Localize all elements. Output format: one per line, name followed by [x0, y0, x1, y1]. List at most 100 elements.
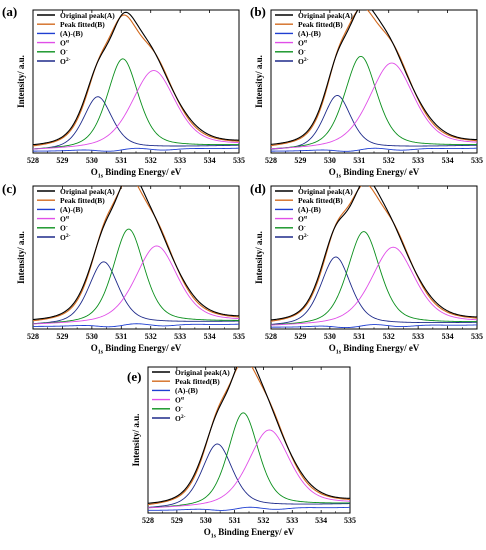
series-line-O-2minus: [33, 261, 239, 325]
y-axis-title: Intensity/ a.u.: [254, 231, 264, 284]
x-tick-label: 535: [233, 332, 245, 341]
legend-entry: O-: [298, 48, 306, 57]
x-tick-label: 533: [412, 332, 424, 341]
legend-entry: Oα: [298, 214, 308, 223]
x-tick-label: 531: [115, 332, 127, 341]
y-axis-title: Intensity/ a.u.: [254, 55, 264, 108]
legend-entry: Peak fitted(B): [298, 20, 343, 29]
y-axis-title: Intensity/ a.u.: [16, 231, 26, 284]
y-axis-title: Intensity/ a.u.: [131, 414, 141, 467]
x-tick-label: 530: [324, 332, 336, 341]
x-axis-title: O1s Binding Energy/ eV: [91, 167, 182, 180]
series-line-residual: [33, 147, 239, 152]
series-line-O-2minus: [33, 96, 239, 150]
x-axis-title: O1s Binding Energy/ eV: [329, 343, 420, 356]
x-tick-label: 531: [353, 332, 365, 341]
chart-panel-c: (c) 528 529 530 531 532 533 534 535 O1s Binding E…: [2, 181, 245, 356]
chart-panel-d: (d) 528 529 530 531 532 533 534 535 O1s Binding E…: [250, 181, 483, 356]
x-tick-label: 528: [265, 156, 277, 165]
series-line-sum: [148, 367, 350, 506]
x-tick-label: 534: [442, 332, 454, 341]
series-line-original: [271, 186, 477, 321]
series-line-O-alpha: [33, 245, 239, 325]
x-tick-label: 530: [86, 156, 98, 165]
series-line-O-minus: [33, 58, 239, 150]
x-tick-label: 535: [233, 156, 245, 165]
legend-entry: Oα: [60, 38, 70, 47]
series-line-O-alpha: [271, 246, 477, 326]
series-line-O-minus: [148, 412, 350, 509]
legend-entry: O2-: [175, 414, 186, 423]
series-line-O-alpha: [33, 70, 239, 150]
legend-entry: O2-: [298, 233, 309, 242]
x-tick-label: 533: [174, 156, 186, 165]
legend-entry: O2-: [298, 57, 309, 66]
series-line-residual: [33, 323, 239, 328]
x-tick-label: 535: [471, 332, 483, 341]
series-line-residual: [148, 506, 350, 511]
series-line-O-minus: [271, 231, 477, 326]
legend-entry: Original peak(A): [175, 368, 230, 377]
x-tick-label: 529: [171, 516, 183, 525]
panel-label: (e): [127, 369, 141, 384]
legend-entry: (A)-(B): [298, 29, 321, 38]
legend-entry: Oα: [175, 395, 185, 404]
legend-entry: Peak fitted(B): [175, 377, 220, 386]
x-tick-label: 531: [353, 156, 365, 165]
series-line-O-alpha: [148, 429, 350, 509]
x-tick-label: 528: [27, 332, 39, 341]
legend-entry: (A)-(B): [60, 29, 83, 38]
x-tick-label: 533: [412, 156, 424, 165]
panel-label: (a): [2, 4, 17, 19]
chart-panel-e: (e) 528 529 530 531 532 533 534 535 O1s Binding E…: [127, 366, 356, 540]
x-tick-label: 534: [442, 156, 454, 165]
x-tick-label: 533: [286, 516, 298, 525]
series-line-original: [148, 367, 350, 504]
legend-entry: O-: [60, 224, 68, 233]
x-tick-label: 532: [383, 156, 395, 165]
series-line-sum: [271, 186, 477, 322]
x-tick-label: 534: [204, 332, 216, 341]
x-tick-label: 528: [27, 156, 39, 165]
x-tick-label: 530: [200, 516, 212, 525]
x-tick-label: 529: [56, 156, 68, 165]
series-line-O-2minus: [148, 443, 350, 508]
x-tick-label: 532: [145, 332, 157, 341]
panel-label: (b): [250, 4, 266, 19]
legend-entry: O2-: [60, 57, 71, 66]
legend-entry: (A)-(B): [175, 386, 198, 395]
series-line-sum: [271, 10, 477, 147]
x-tick-label: 528: [265, 332, 277, 341]
x-tick-label: 535: [471, 156, 483, 165]
series-line-O-alpha: [271, 62, 477, 150]
legend-entry: (A)-(B): [298, 205, 321, 214]
x-tick-label: 530: [86, 332, 98, 341]
x-tick-label: 531: [115, 156, 127, 165]
legend-entry: O2-: [60, 233, 71, 242]
series-line-O-2minus: [271, 256, 477, 325]
series-line-original: [271, 10, 477, 145]
series-line-sum: [33, 14, 239, 147]
legend-entry: Peak fitted(B): [60, 20, 105, 29]
x-tick-label: 534: [315, 516, 327, 525]
x-tick-label: 531: [229, 516, 241, 525]
chart-panel-b: (b) 528 529 530 531 532 533 534 535 O1s Binding E…: [250, 4, 483, 180]
series-line-O-minus: [271, 55, 477, 150]
x-axis-title: O1s Binding Energy/ eV: [204, 527, 295, 540]
legend-entry: Peak fitted(B): [298, 196, 343, 205]
legend-entry: O-: [60, 48, 68, 57]
x-tick-label: 528: [142, 516, 154, 525]
panel-label: (c): [2, 181, 16, 196]
legend-entry: Oα: [298, 38, 308, 47]
x-tick-label: 534: [204, 156, 216, 165]
x-tick-label: 535: [344, 516, 356, 525]
x-tick-label: 529: [294, 156, 306, 165]
series-line-original: [33, 186, 239, 321]
legend-entry: Oα: [60, 214, 70, 223]
legend-entry: (A)-(B): [60, 205, 83, 214]
legend-entry: Original peak(A): [60, 11, 115, 20]
series-line-sum: [33, 186, 239, 322]
legend-entry: O-: [298, 224, 306, 233]
x-axis-title: O1s Binding Energy/ eV: [91, 343, 182, 356]
